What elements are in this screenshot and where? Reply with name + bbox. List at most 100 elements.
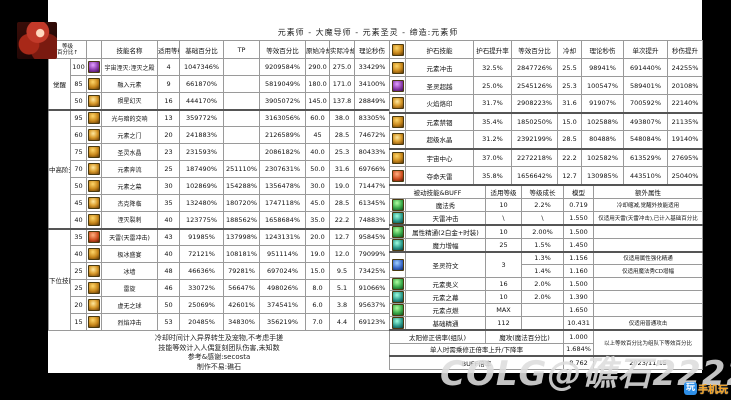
passive-name: 元素点燃 (404, 303, 487, 317)
tp-percent: 180720% (223, 194, 261, 212)
base-percent: 91985% (179, 227, 225, 246)
column-header: TP (223, 40, 261, 59)
model-value: 1.500 (563, 223, 595, 239)
level-growth: 2.2% (521, 197, 565, 212)
skill-icon (391, 61, 404, 74)
tp-percent (223, 75, 261, 93)
cell (389, 303, 406, 317)
rune-skill-name: 火焰烙印 (405, 94, 474, 113)
skill-icon (88, 78, 101, 90)
table-row: 70 元素奔流 25 187490% 251110% 2307631% 50.0 31.6 69… (49, 160, 391, 178)
rune-table-header: 护石技能 护石提升率 等效百分比 冷却 理论秒伤 单次提升 秒伤提升 (389, 40, 703, 59)
base-cooldown: 180.0 (305, 75, 331, 93)
theoretical-dps: 83305% (354, 108, 391, 127)
effective-percent: 356219% (259, 313, 307, 331)
skill-icon (391, 151, 404, 164)
table-row: 45 杰克降临 35 132480% 180720% 1747118% 45.0 28.5 61… (49, 194, 391, 212)
theoretical-dps: 100547% (581, 76, 624, 95)
theoretical-dps: 130985% (581, 166, 624, 185)
cell (86, 75, 103, 93)
cell (86, 227, 103, 246)
cell (86, 143, 103, 161)
passive-table-header: 被动技能&BUFF 适用等级 等级成长 模型 额外属性 (388, 184, 704, 199)
rune-skill-name: 元素冲击 (405, 58, 474, 77)
use-level: MAX (485, 303, 523, 317)
skill-name: 元素奔流 (101, 160, 159, 178)
cooldown: 25.5 (557, 58, 582, 77)
rune-boost-rate: 31.2% (473, 130, 512, 149)
skill-name: 湮灭裂刺 (101, 211, 159, 229)
column-header: 理论秒伤 (354, 40, 391, 59)
skill-level: 50 (69, 177, 88, 195)
skill-name: 陨星幻灭 (101, 92, 159, 110)
actual-cooldown: 31.6 (329, 160, 356, 178)
cell (86, 245, 103, 263)
skill-icon (391, 317, 404, 329)
actual-cooldown: 28.5 (329, 126, 356, 144)
rune-boost-rate: 25.0% (473, 76, 512, 95)
cell (389, 111, 406, 131)
table-row: 20 虚无之球 50 25069% 42601% 374541% 6.0 3.8 95637% (49, 296, 391, 314)
theoretical-dps: 98941% (581, 58, 624, 77)
actual-cooldown: 3.8 (329, 296, 356, 314)
dps-boost: 22140% (667, 94, 703, 113)
cell (86, 194, 103, 212)
model-value: 1.000 (563, 329, 595, 344)
footnote-line: 制作不易:礁石 (196, 362, 242, 371)
skill-icon (391, 258, 404, 271)
tp-percent: 34830% (223, 313, 261, 331)
tp-percent (223, 92, 261, 110)
skill-level: 60 (69, 126, 88, 144)
theoretical-dps: 80488% (581, 130, 624, 149)
cell (389, 94, 406, 113)
extra-attribute (593, 223, 704, 239)
skill-level: 70 (69, 160, 88, 178)
theoretical-dps: 33429% (354, 58, 391, 76)
effective-percent: 498026% (259, 279, 307, 297)
cell (389, 290, 406, 304)
rune-skill-name: 宇宙中心 (405, 147, 474, 167)
rune-skill-name: 超级水晶 (405, 130, 474, 149)
base-cooldown: 35.0 (305, 211, 331, 229)
skill-name: 圣灵水晶 (101, 143, 159, 161)
base-cooldown: 19.0 (305, 245, 331, 263)
tp-percent: 137998% (223, 227, 261, 246)
table-row: 天雷冲击 \ \ 1.550 仅适用天雷(天雷冲击),已计入基础百分比 (389, 210, 704, 225)
effective-percent: 3905072% (259, 92, 307, 110)
use-level: 13 (157, 108, 181, 127)
skill-icon (88, 94, 101, 107)
cell (389, 223, 406, 239)
table-row: 50 元素之幕 30 102869% 154288% 1356478% 30.0 19.0 71… (49, 177, 391, 195)
level-growth: \ (521, 210, 565, 225)
use-level: 16 (485, 277, 523, 291)
base-cooldown: 40.0 (305, 143, 331, 161)
use-level: 10 (485, 290, 523, 304)
base-percent: 661870% (179, 75, 225, 93)
table-row: 25 雷旋 46 33072% 56647% 498026% 8.0 5.1 91066% (49, 279, 391, 297)
column-header: 等效百分比 (259, 40, 307, 59)
use-level: 25 (485, 237, 523, 252)
skill-icon (88, 231, 101, 244)
level-growth: 1.3% (521, 250, 565, 265)
skill-icon (391, 97, 404, 110)
table-row: 元素之幕 10 2.0% 1.390 (389, 290, 704, 304)
passive-name: 魔法秀 (404, 197, 487, 212)
tp-percent (223, 108, 261, 127)
rune-skill-name: 元素禁锢 (405, 111, 474, 131)
extra-attribute: 仅适用普通攻击 (593, 316, 704, 331)
skill-level: 25 (69, 279, 88, 297)
base-cooldown: 15.0 (305, 262, 331, 280)
effective-percent: 2126589% (259, 126, 307, 144)
model-value: 1.650 (563, 303, 595, 317)
effective-percent: 951114% (259, 245, 307, 263)
skill-icon (88, 180, 101, 192)
skill-level: 45 (69, 194, 88, 212)
group-label: 觉醒 (48, 58, 71, 110)
cooldown: 25.3 (557, 76, 582, 95)
passive-name: 魔力增幅 (404, 237, 487, 252)
cooldown: 15.0 (557, 111, 582, 131)
skill-icon (88, 112, 101, 125)
cooldown: 22.2 (557, 147, 582, 167)
cell (86, 92, 103, 110)
model-value: 1.500 (563, 277, 595, 291)
